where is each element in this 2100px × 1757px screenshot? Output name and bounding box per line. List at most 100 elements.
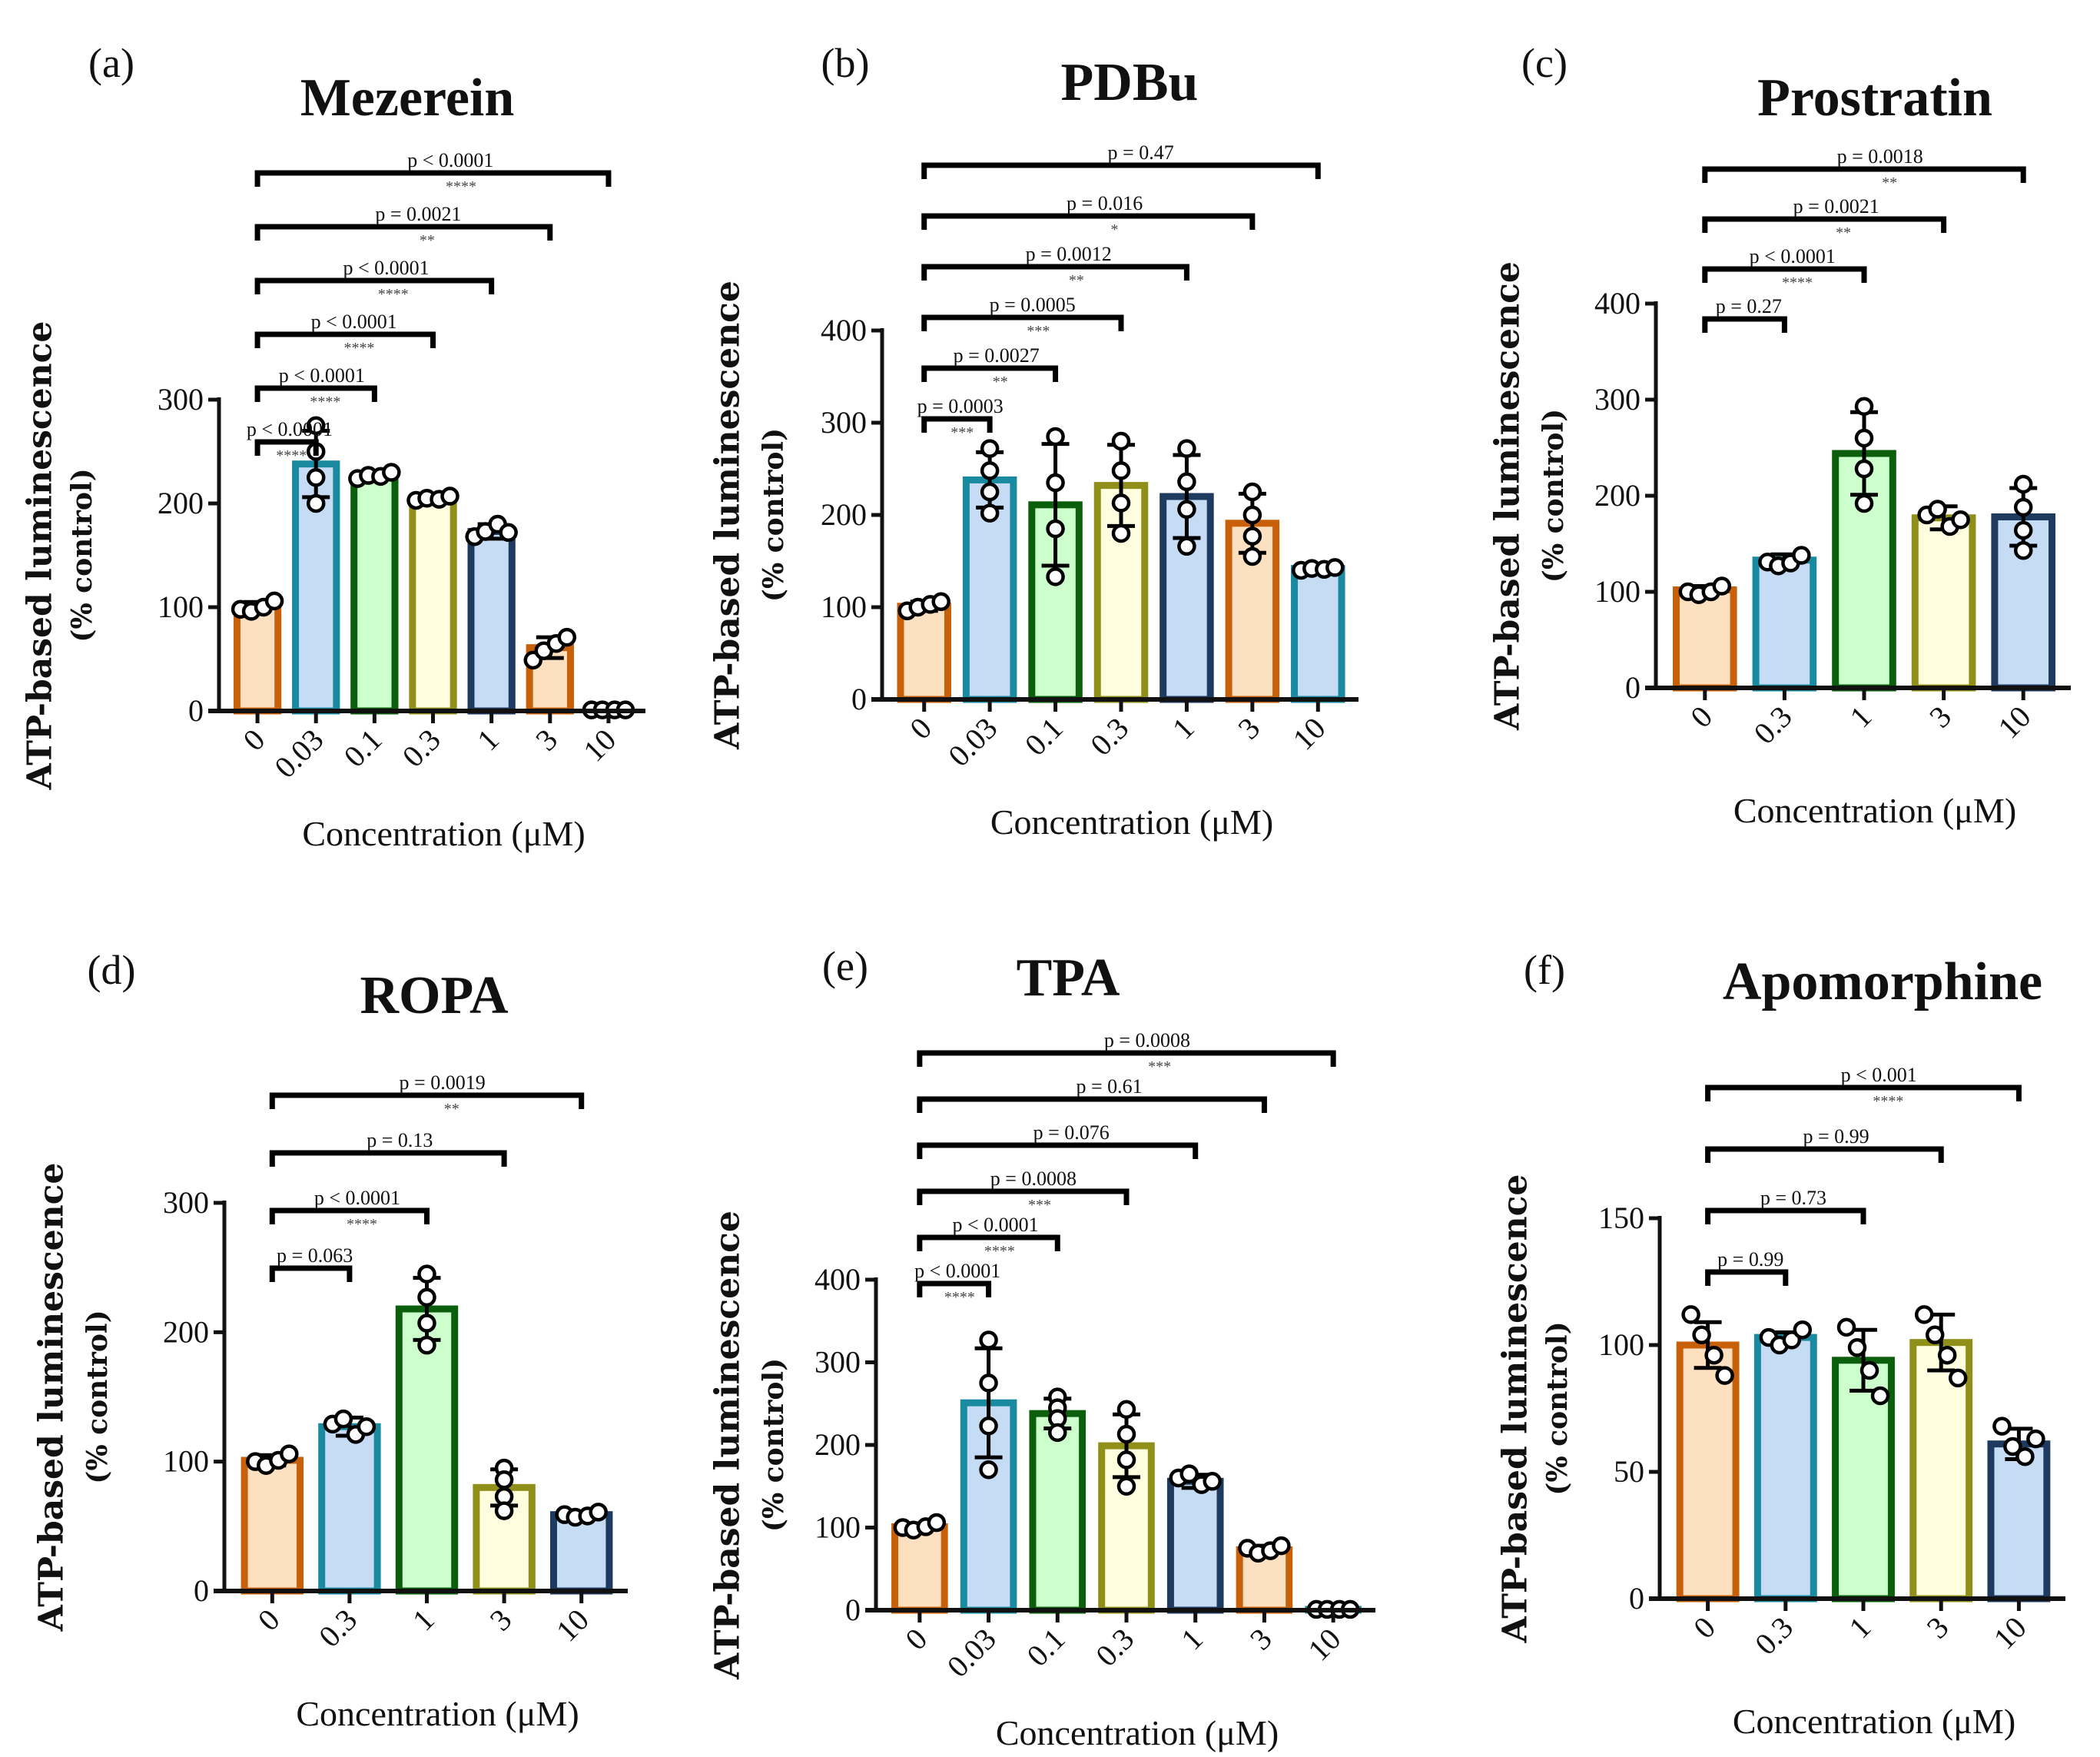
p-value-label: p < 0.0001: [247, 418, 333, 440]
y-axis-sublabel: (% control): [758, 428, 790, 602]
p-value-label: p = 0.0021: [375, 203, 461, 225]
data-point: [1111, 461, 1131, 480]
comparison-bracket: [917, 1234, 1060, 1251]
y-tick-label: 100: [163, 1444, 209, 1479]
panel-letter: (c): [1521, 40, 1568, 86]
data-point: [1951, 510, 1970, 530]
comparison-bracket: [254, 277, 495, 294]
y-axis-label: ATP-based luminescence: [708, 281, 748, 750]
y-tick-label: 100: [1598, 1327, 1644, 1362]
data-point: [1111, 493, 1131, 513]
p-value-label: p < 0.0001: [343, 257, 429, 279]
data-point: [1870, 1386, 1890, 1406]
data-point: [306, 416, 326, 435]
comparison-bracket: [254, 385, 377, 402]
x-tick-label: 0.03: [941, 1622, 1003, 1684]
data-point: [1046, 567, 1065, 586]
significance-stars: **: [1069, 272, 1084, 289]
data-point: [499, 523, 518, 543]
y-tick-label: 0: [1629, 1581, 1644, 1616]
p-value-label: p = 0.063: [277, 1244, 353, 1267]
x-tick-label: 0: [1684, 699, 1719, 735]
x-tick-label: 1: [1842, 1610, 1877, 1646]
data-point: [2013, 497, 2033, 517]
y-tick-label: 400: [814, 1262, 861, 1297]
bar: [1911, 514, 1976, 692]
data-point: [2015, 1446, 2035, 1466]
x-tick-label: 1: [406, 1603, 441, 1638]
x-tick-label: 0.3: [1089, 1622, 1140, 1673]
y-axis-label: ATP-based luminescence: [32, 1163, 71, 1632]
x-tick-label: 0.3: [312, 1603, 363, 1654]
y-axis-sublabel: (% control): [1541, 1321, 1574, 1495]
data-point: [280, 1444, 299, 1463]
data-point: [382, 463, 401, 482]
comparison-bracket: [269, 1150, 507, 1167]
panel-prostratin: (c) Prostratin ATP-based luminescence (% co…: [1488, 40, 2071, 830]
data-point: [417, 1264, 436, 1284]
data-point: [417, 1314, 436, 1333]
p-value-label: p = 0.0005: [990, 294, 1076, 316]
data-point: [2026, 1429, 2045, 1449]
comparison-bracket: [269, 1207, 430, 1224]
comparison-bracket: [917, 1280, 992, 1297]
data-point: [1715, 1366, 1734, 1385]
panel-tpa: (e) TPA ATP-based luminescence (% control) 0…: [708, 943, 1375, 1752]
comparison-bracket: [1702, 216, 1947, 233]
p-value-label: p = 0.0021: [1793, 195, 1879, 218]
significance-stars: ***: [1148, 1058, 1171, 1075]
significance-stars: ****: [276, 447, 307, 464]
p-value-label: p = 0.61: [1076, 1075, 1142, 1098]
x-tick-label: 10: [1301, 1622, 1347, 1668]
p-value-label: p < 0.0001: [407, 149, 493, 171]
data-point: [1992, 1417, 2012, 1436]
p-value-label: p = 0.0003: [917, 395, 1004, 417]
data-point: [979, 1330, 998, 1350]
p-value-label: p = 0.99: [1803, 1125, 1869, 1148]
p-value-label: p = 0.0008: [1104, 1029, 1190, 1051]
panel-title: ROPA: [360, 966, 509, 1025]
x-tick-label: 0.1: [1018, 711, 1070, 762]
data-point: [1854, 428, 1874, 448]
y-tick-label: 100: [821, 590, 867, 624]
p-value-label: p < 0.0001: [311, 311, 397, 333]
data-point: [2013, 474, 2033, 494]
y-tick-label: 300: [821, 405, 867, 440]
x-tick-label: 3: [1231, 711, 1266, 746]
comparison-bracket: [921, 314, 1124, 331]
y-tick-label: 100: [814, 1510, 861, 1545]
comparison-bracket: [921, 213, 1256, 230]
significance-stars: ***: [1027, 323, 1050, 340]
significance-stars: ****: [1873, 1093, 1903, 1110]
x-tick-label: 1: [1174, 1622, 1209, 1657]
x-tick-label: 0.03: [267, 722, 330, 785]
y-tick-label: 50: [1614, 1454, 1644, 1489]
panel-letter: (f): [1524, 947, 1565, 993]
x-tick-label: 0.3: [1747, 699, 1799, 751]
x-tick-label: 0: [1687, 1610, 1722, 1646]
data-point: [1116, 1450, 1136, 1470]
x-tick-label: 10: [1286, 711, 1332, 757]
x-tick-label: 0.3: [1083, 711, 1135, 762]
y-tick-label: 400: [1594, 286, 1641, 321]
x-tick-label: 10: [576, 722, 622, 769]
data-point: [1242, 526, 1262, 546]
data-point: [1704, 1345, 1723, 1365]
data-point: [979, 1373, 998, 1393]
data-point: [1177, 536, 1196, 556]
data-point: [1203, 1472, 1222, 1491]
comparison-bracket: [1705, 1084, 2022, 1101]
data-point: [417, 1335, 436, 1355]
panel-title: TPA: [1017, 948, 1120, 1008]
data-point: [931, 592, 950, 612]
significance-stars: ****: [344, 340, 375, 357]
x-tick-label: 10: [549, 1603, 595, 1649]
comparison-bracket: [254, 331, 436, 348]
p-value-label: p < 0.0001: [314, 1187, 400, 1209]
bar: [467, 527, 516, 715]
p-value-label: p = 0.13: [367, 1129, 433, 1151]
p-value-label: p < 0.0001: [1750, 245, 1836, 267]
y-tick-label: 0: [851, 682, 867, 716]
comparison-bracket: [269, 1092, 585, 1109]
